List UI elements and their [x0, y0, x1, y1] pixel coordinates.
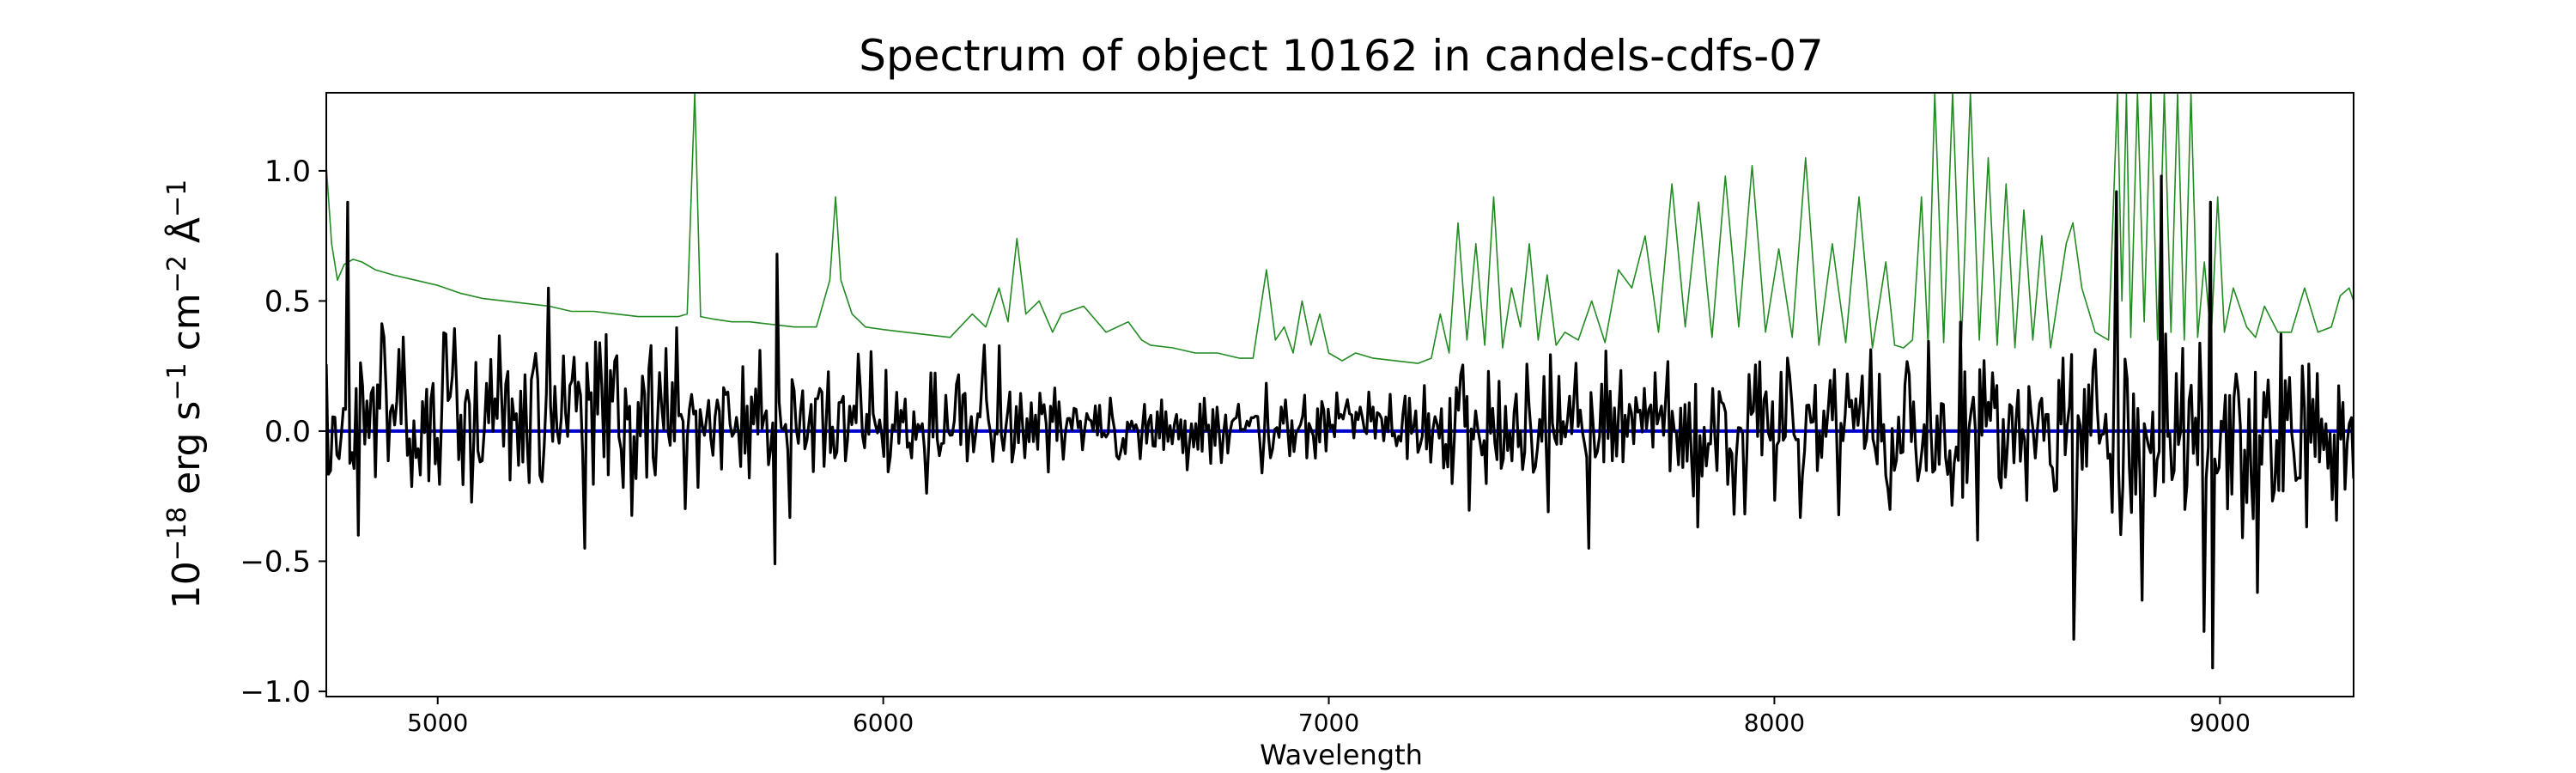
series-error-line: [326, 93, 2354, 364]
y-label-exponent: −1: [162, 362, 192, 400]
y-label-exponent: −18: [162, 507, 192, 561]
series-layer: [326, 93, 2354, 670]
y-tick-label: 0.0: [264, 415, 311, 449]
y-axis-label: 10−18 erg s−1 cm−2 Å−1: [162, 180, 209, 609]
y-label-text: cm: [165, 293, 209, 362]
chart-title: Spectrum of object 10162 in candels-cdfs…: [859, 31, 1824, 81]
y-tick-label: 1.0: [264, 155, 311, 189]
y-label-text: Å: [163, 217, 209, 255]
x-tick-label: 7000: [1298, 709, 1359, 737]
y-label-text: erg s: [165, 401, 209, 507]
x-tick-label: 8000: [1744, 709, 1805, 737]
x-axis: 5000 6000 7000 8000 9000: [407, 697, 2251, 737]
y-axis: −1.0 −0.5 0.0 0.5 1.0: [240, 155, 326, 709]
y-tick-label: −1.0: [240, 675, 311, 709]
y-tick-label: 0.5: [264, 284, 311, 319]
y-tick-label: −0.5: [240, 545, 311, 579]
series-flux-line: [326, 174, 2354, 670]
x-tick-label: 6000: [853, 709, 914, 737]
y-label-exponent: −2: [162, 255, 192, 293]
x-tick-label: 9000: [2190, 709, 2251, 737]
x-axis-label: Wavelength: [1260, 739, 1423, 771]
y-label-exponent: −1: [162, 180, 192, 217]
x-tick-label: 5000: [407, 709, 468, 737]
plot-frame: [325, 92, 2354, 697]
y-label-text: 10: [165, 561, 209, 609]
